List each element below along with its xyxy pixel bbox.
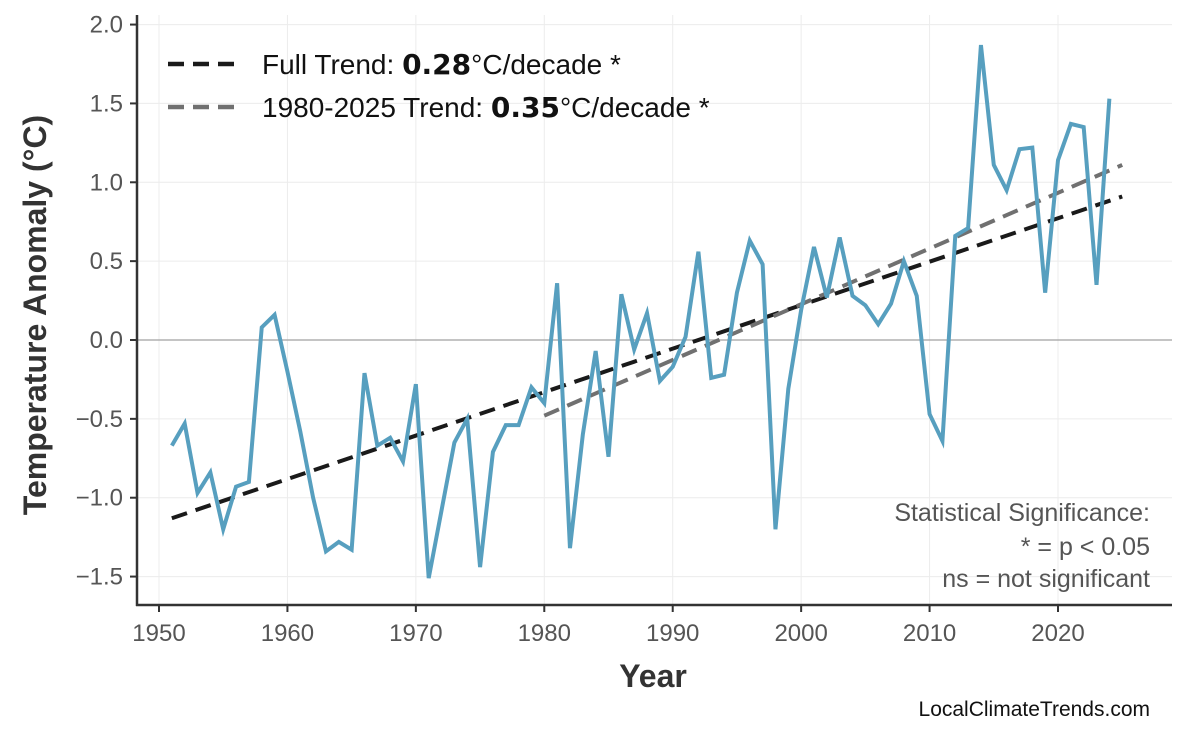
- x-ticks: 1950 1960 1970 1980 1990 2000 2010 2020: [132, 605, 1085, 647]
- legend: Full Trend: 0.28°C/decade *1980-2025 Tre…: [168, 48, 710, 124]
- legend-unit: °C/decade *: [471, 49, 621, 80]
- y-tick-label: −0.5: [76, 406, 123, 433]
- legend-label: 1980-2025 Trend:: [262, 92, 491, 123]
- x-axis-label: Year: [619, 658, 687, 694]
- significance-line-2: ns = not significant: [942, 565, 1150, 593]
- x-tick-label: 1990: [646, 620, 699, 647]
- significance-title: Statistical Significance:: [894, 499, 1150, 527]
- legend-entry: Full Trend: 0.28°C/decade *: [262, 48, 621, 81]
- significance-line-1: * = p < 0.05: [1021, 533, 1150, 561]
- y-tick-label: 1.5: [90, 90, 123, 117]
- y-tick-label: −1.0: [76, 485, 123, 512]
- y-tick-label: 0.0: [90, 327, 123, 354]
- data-series: [170, 44, 1112, 579]
- recent-trend-line: [543, 163, 1124, 418]
- x-tick-label: 1950: [132, 620, 185, 647]
- legend-entry: 1980-2025 Trend: 0.35°C/decade *: [262, 91, 710, 124]
- axes: [135, 15, 1172, 607]
- anomaly-line: [170, 44, 1112, 579]
- x-tick-label: 1960: [261, 620, 314, 647]
- x-tick-label: 1980: [518, 620, 571, 647]
- y-tick-label: 1.0: [90, 169, 123, 196]
- legend-unit: °C/decade *: [560, 92, 710, 123]
- legend-value: 0.35: [491, 91, 560, 124]
- watermark: LocalClimateTrends.com: [919, 698, 1150, 721]
- legend-label: Full Trend:: [262, 49, 402, 80]
- legend-value: 0.28: [402, 48, 471, 81]
- x-tick-label: 2010: [903, 620, 956, 647]
- y-tick-label: 2.0: [90, 12, 123, 39]
- y-ticks: −1.5 −1.0 −0.5 0.0 0.5 1.0 1.5 2.0: [76, 12, 137, 591]
- y-axis-label: Temperature Anomaly (°C): [17, 115, 53, 515]
- trend-lines: [171, 163, 1124, 521]
- x-tick-label: 1970: [389, 620, 442, 647]
- significance-note: Statistical Significance: * = p < 0.05 n…: [894, 499, 1150, 593]
- y-tick-label: 0.5: [90, 248, 123, 275]
- full-trend-line: [171, 194, 1123, 521]
- x-tick-label: 2000: [774, 620, 827, 647]
- y-tick-label: −1.5: [76, 564, 123, 591]
- x-tick-label: 2020: [1031, 620, 1084, 647]
